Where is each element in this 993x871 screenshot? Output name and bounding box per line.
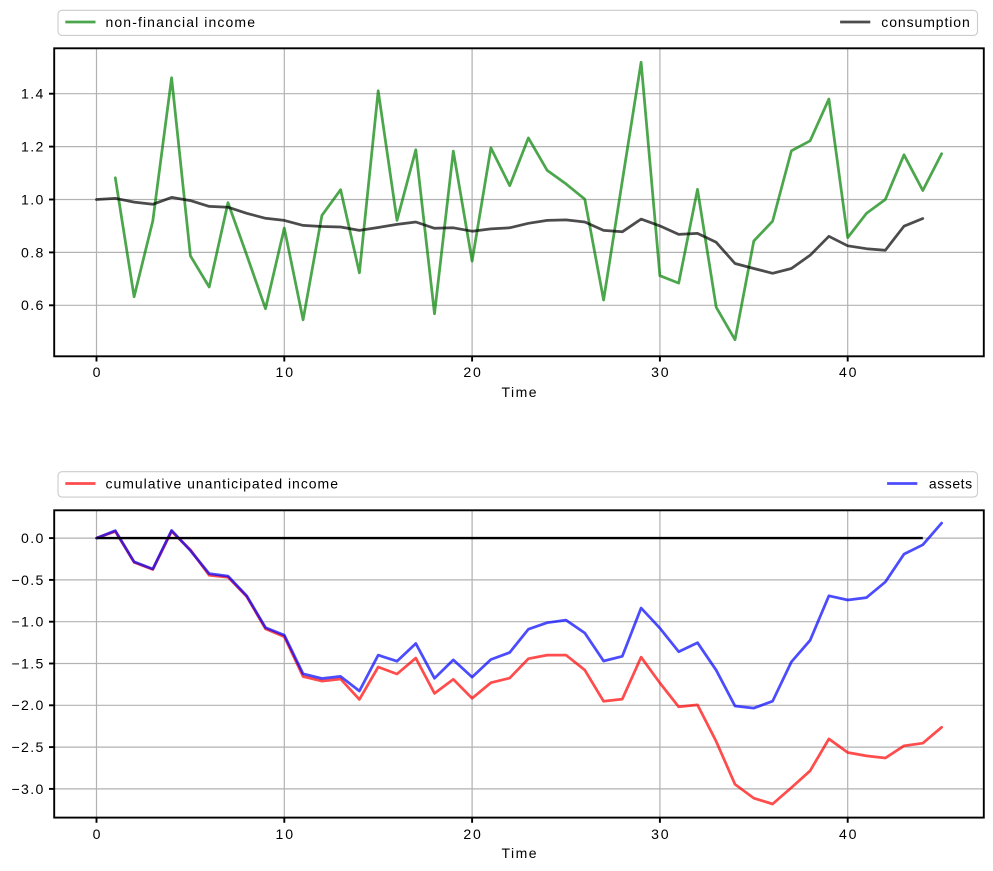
svg-text:Time: Time — [502, 845, 537, 861]
svg-text:30: 30 — [651, 364, 669, 380]
svg-text:assets: assets — [929, 476, 972, 492]
svg-text:0.6: 0.6 — [21, 297, 43, 313]
svg-text:0: 0 — [93, 364, 101, 380]
svg-text:1.4: 1.4 — [21, 86, 43, 102]
svg-text:20: 20 — [463, 364, 481, 380]
svg-text:40: 40 — [839, 826, 857, 842]
svg-text:Time: Time — [502, 384, 537, 400]
svg-text:30: 30 — [651, 826, 669, 842]
svg-text:−2.0: −2.0 — [12, 697, 44, 713]
svg-text:−2.5: −2.5 — [12, 739, 44, 755]
svg-text:−0.5: −0.5 — [12, 572, 44, 588]
svg-text:non-financial income: non-financial income — [106, 14, 256, 30]
svg-text:0: 0 — [93, 826, 101, 842]
svg-text:cumulative unanticipated incom: cumulative unanticipated income — [106, 476, 339, 492]
svg-text:−1.5: −1.5 — [12, 655, 44, 671]
svg-text:10: 10 — [276, 364, 294, 380]
svg-text:10: 10 — [276, 826, 294, 842]
svg-text:consumption: consumption — [881, 14, 970, 30]
svg-text:1.0: 1.0 — [21, 191, 43, 207]
svg-text:−3.0: −3.0 — [12, 781, 44, 797]
svg-text:0.8: 0.8 — [21, 244, 43, 260]
svg-text:20: 20 — [463, 826, 481, 842]
svg-text:0.0: 0.0 — [21, 530, 43, 546]
svg-text:−1.0: −1.0 — [12, 614, 44, 630]
svg-text:1.2: 1.2 — [21, 139, 43, 155]
svg-text:40: 40 — [839, 364, 857, 380]
